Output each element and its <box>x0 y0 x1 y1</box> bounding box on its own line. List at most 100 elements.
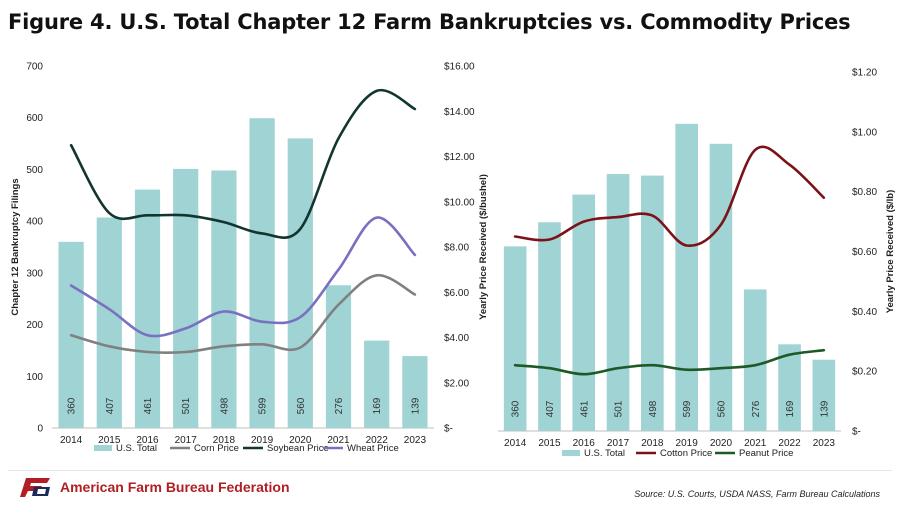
chart2-bar-value-label: 360 <box>511 400 522 417</box>
chart2-bar <box>778 344 801 431</box>
chart1-bar <box>287 138 313 428</box>
chart2-x-tick-label: 2016 <box>573 438 596 449</box>
chart1-x-tick-label: 2021 <box>327 435 350 446</box>
chart1-series-line-corn-price <box>69 273 417 354</box>
chart1-y2-tick-label: $2.00 <box>444 378 469 389</box>
chart2-legend-label: Peanut Price <box>739 448 793 459</box>
chart1-bar <box>402 356 428 428</box>
chart1-bar-value-label: 498 <box>219 397 230 414</box>
chart2-y2-tick-label: $0.60 <box>852 247 877 258</box>
chart2-legend-swatch <box>562 450 580 456</box>
chart1-bar <box>325 285 352 428</box>
chart1-legend-swatch <box>94 445 112 451</box>
chart1-bar <box>364 340 390 428</box>
chart2-y2-tick-label: $0.80 <box>852 187 877 198</box>
chart2-x-tick-label: 2017 <box>607 438 630 449</box>
chart1-x-tick-label: 2018 <box>213 435 236 446</box>
organization-logo: American Farm Bureau Federation <box>20 476 290 498</box>
chart2-legend-label: U.S. Total <box>584 448 625 459</box>
chart2-x-tick-label: 2020 <box>710 438 733 449</box>
chart1-bar-value-label: 560 <box>296 397 307 414</box>
chart1-y-tick-label: 700 <box>26 62 43 73</box>
chart1-x-tick-label: 2022 <box>366 435 389 446</box>
chart2-y2-tick-label: $0.20 <box>852 367 877 378</box>
chart2-legend-label: Cotton Price <box>660 448 712 459</box>
chart2-x-tick-label: 2021 <box>744 438 767 449</box>
chart1-y-tick-label: 600 <box>26 113 43 124</box>
chart2-y2-tick-label: $- <box>852 427 861 438</box>
chart2-bar-value-label: 560 <box>716 400 727 417</box>
chart1-x-tick-label: 2019 <box>251 435 274 446</box>
chart2-bar-value-label: 461 <box>579 400 590 417</box>
chart1-bar <box>173 168 199 428</box>
chart2-y2-tick-label: $0.40 <box>852 307 877 318</box>
source-note: Source: U.S. Courts, USDA NASS, Farm Bur… <box>634 489 880 499</box>
chart1-bar-value-label: 169 <box>372 397 383 414</box>
page-title: Figure 4. U.S. Total Chapter 12 Farm Ban… <box>8 10 851 34</box>
chart2-bar-value-label: 276 <box>751 400 762 417</box>
chart1-y2-tick-label: $4.00 <box>444 333 469 344</box>
chart1-x-tick-label: 2017 <box>175 435 198 446</box>
chart2-bar-value-label: 498 <box>648 400 659 417</box>
chart1-bar-value-label: 461 <box>143 397 154 414</box>
chart1-bar <box>134 189 161 428</box>
chart2-series-line-peanut-price <box>513 348 826 376</box>
chart2-x-tick-label: 2022 <box>778 438 801 449</box>
chart1-x-tick-label: 2023 <box>404 435 427 446</box>
chart2-bar <box>812 359 836 431</box>
chart2-y2-tick-label: $1.00 <box>852 127 877 138</box>
chart1-y-tick-label: 500 <box>26 165 43 176</box>
chart2-bar-value-label: 407 <box>545 400 556 417</box>
chart1-bar-value-label: 407 <box>105 397 116 414</box>
chart1-bar <box>96 217 122 428</box>
chart2-x-tick-label: 2018 <box>641 438 664 449</box>
chart1-legend-label: Wheat Price <box>347 443 399 454</box>
chart1-y2-tick-label: $10.00 <box>444 197 475 208</box>
chart1-y2-tick-label: $8.00 <box>444 243 469 254</box>
chart1-bar-value-label: 501 <box>181 397 192 414</box>
chart1-y-axis-title: Chapter 12 Bankruptcy Filings <box>10 178 21 315</box>
chart1-legend-label: Soybean Price <box>267 443 329 454</box>
chart2-bar <box>572 194 596 431</box>
chart2-x-tick-label: 2023 <box>813 438 836 449</box>
chart2-bar-value-label: 139 <box>819 400 830 417</box>
chart2-bar-value-label: 169 <box>785 400 796 417</box>
chart1-bar-value-label: 139 <box>410 397 421 414</box>
chart2-bar <box>641 175 664 431</box>
chart1-bar <box>211 170 237 428</box>
fb-logo-icon <box>20 476 52 498</box>
organization-name: American Farm Bureau Federation <box>60 479 290 495</box>
chart2-y2-axis-title: Yearly Price Received ($/lb) <box>885 190 896 314</box>
chart1-series-line-soybean-price <box>69 88 417 239</box>
chart1-legend-label: Corn Price <box>194 443 239 454</box>
chart1-y-tick-label: 200 <box>26 320 43 331</box>
chart2-y2-tick-label: $1.20 <box>852 68 877 79</box>
chart1-y2-tick-label: $12.00 <box>444 152 475 163</box>
chart1-bar-value-label: 360 <box>67 397 78 414</box>
chart2-x-tick-label: 2014 <box>504 438 527 449</box>
chart1-bar-value-label: 599 <box>258 397 269 414</box>
chart1-x-tick-label: 2015 <box>98 435 121 446</box>
chart1-x-tick-label: 2016 <box>136 435 159 446</box>
chart1-legend-label: U.S. Total <box>116 443 157 454</box>
chart1-bar-value-label: 276 <box>334 397 345 414</box>
chart1-y-tick-label: 100 <box>26 372 43 383</box>
chart1-y-tick-label: 300 <box>26 268 43 279</box>
chart1-x-tick-label: 2014 <box>60 435 83 446</box>
chart2-x-tick-label: 2015 <box>538 438 561 449</box>
chart2-series-line-cotton-price <box>513 145 826 247</box>
chart2-bar <box>675 123 698 431</box>
chart1-y2-tick-label: $- <box>444 424 453 435</box>
chart2-bar <box>538 222 561 431</box>
chart2-bar <box>743 289 767 431</box>
chart1-y-tick-label: 400 <box>26 217 43 228</box>
chart1-bar <box>249 118 275 428</box>
divider <box>8 470 892 471</box>
chart1-y2-tick-label: $16.00 <box>444 62 475 73</box>
chart1-y2-tick-label: $6.00 <box>444 288 469 299</box>
chart2-x-tick-label: 2019 <box>676 438 699 449</box>
chart2-bar-value-label: 599 <box>682 400 693 417</box>
chart2-bar <box>709 143 733 432</box>
chart1-y2-axis-title: Yearly Price Received ($/bushel) <box>478 174 489 320</box>
